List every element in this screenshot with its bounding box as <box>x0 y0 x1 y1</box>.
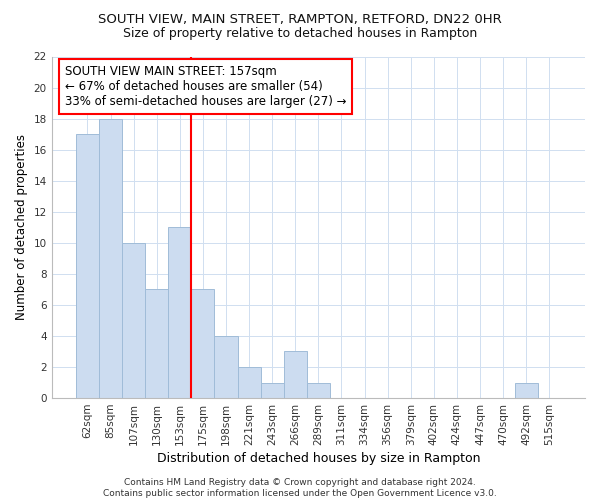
Text: Contains HM Land Registry data © Crown copyright and database right 2024.
Contai: Contains HM Land Registry data © Crown c… <box>103 478 497 498</box>
Y-axis label: Number of detached properties: Number of detached properties <box>15 134 28 320</box>
Bar <box>191 290 214 398</box>
Bar <box>307 382 330 398</box>
Bar <box>122 243 145 398</box>
Text: SOUTH VIEW, MAIN STREET, RAMPTON, RETFORD, DN22 0HR: SOUTH VIEW, MAIN STREET, RAMPTON, RETFOR… <box>98 12 502 26</box>
Bar <box>145 290 168 398</box>
X-axis label: Distribution of detached houses by size in Rampton: Distribution of detached houses by size … <box>157 452 480 465</box>
Text: Size of property relative to detached houses in Rampton: Size of property relative to detached ho… <box>123 28 477 40</box>
Bar <box>76 134 99 398</box>
Text: SOUTH VIEW MAIN STREET: 157sqm
← 67% of detached houses are smaller (54)
33% of : SOUTH VIEW MAIN STREET: 157sqm ← 67% of … <box>65 65 347 108</box>
Bar <box>168 228 191 398</box>
Bar <box>99 118 122 398</box>
Bar <box>214 336 238 398</box>
Bar <box>260 382 284 398</box>
Bar <box>238 367 260 398</box>
Bar <box>284 352 307 398</box>
Bar <box>515 382 538 398</box>
